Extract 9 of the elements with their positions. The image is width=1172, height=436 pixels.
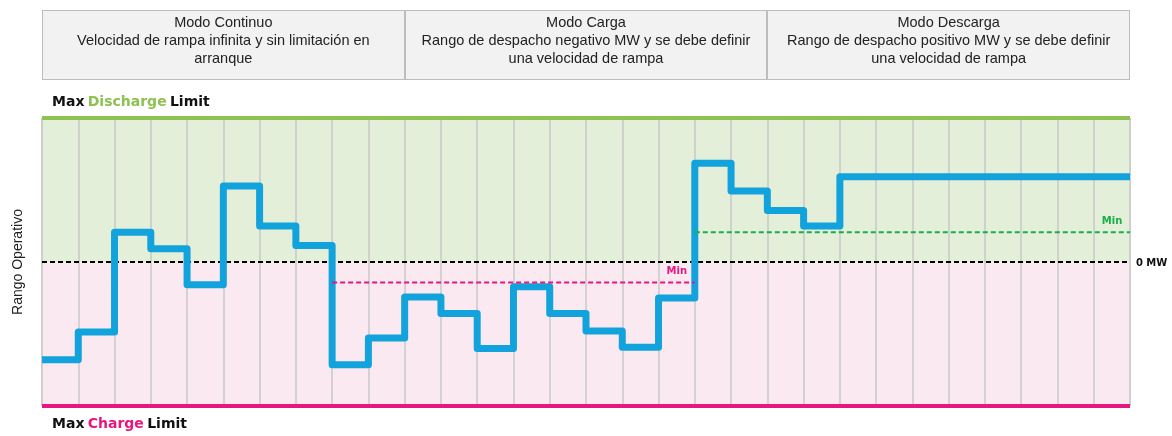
- series-label: Min: [666, 265, 688, 277]
- ref-line-label: Max Discharge Limit: [52, 93, 211, 109]
- y-axis-title: Rango Operativo: [9, 209, 25, 315]
- text: Modo Descarga Rango de despacho positivo MW y se debe definir una velocidad de rampa: [786, 13, 1112, 67]
- ref-line-label: 0 MW: [1136, 256, 1168, 268]
- text: Modo Continuo Velocidad de rampa infinita y sin limitación en arranque: [76, 13, 371, 67]
- series-label: Min: [1101, 214, 1123, 226]
- text: Modo Carga Rango de despacho negativo MW y se debe definir una velocidad de rampa: [420, 13, 752, 67]
- ref-line-label: Max Charge Limit: [52, 415, 188, 431]
